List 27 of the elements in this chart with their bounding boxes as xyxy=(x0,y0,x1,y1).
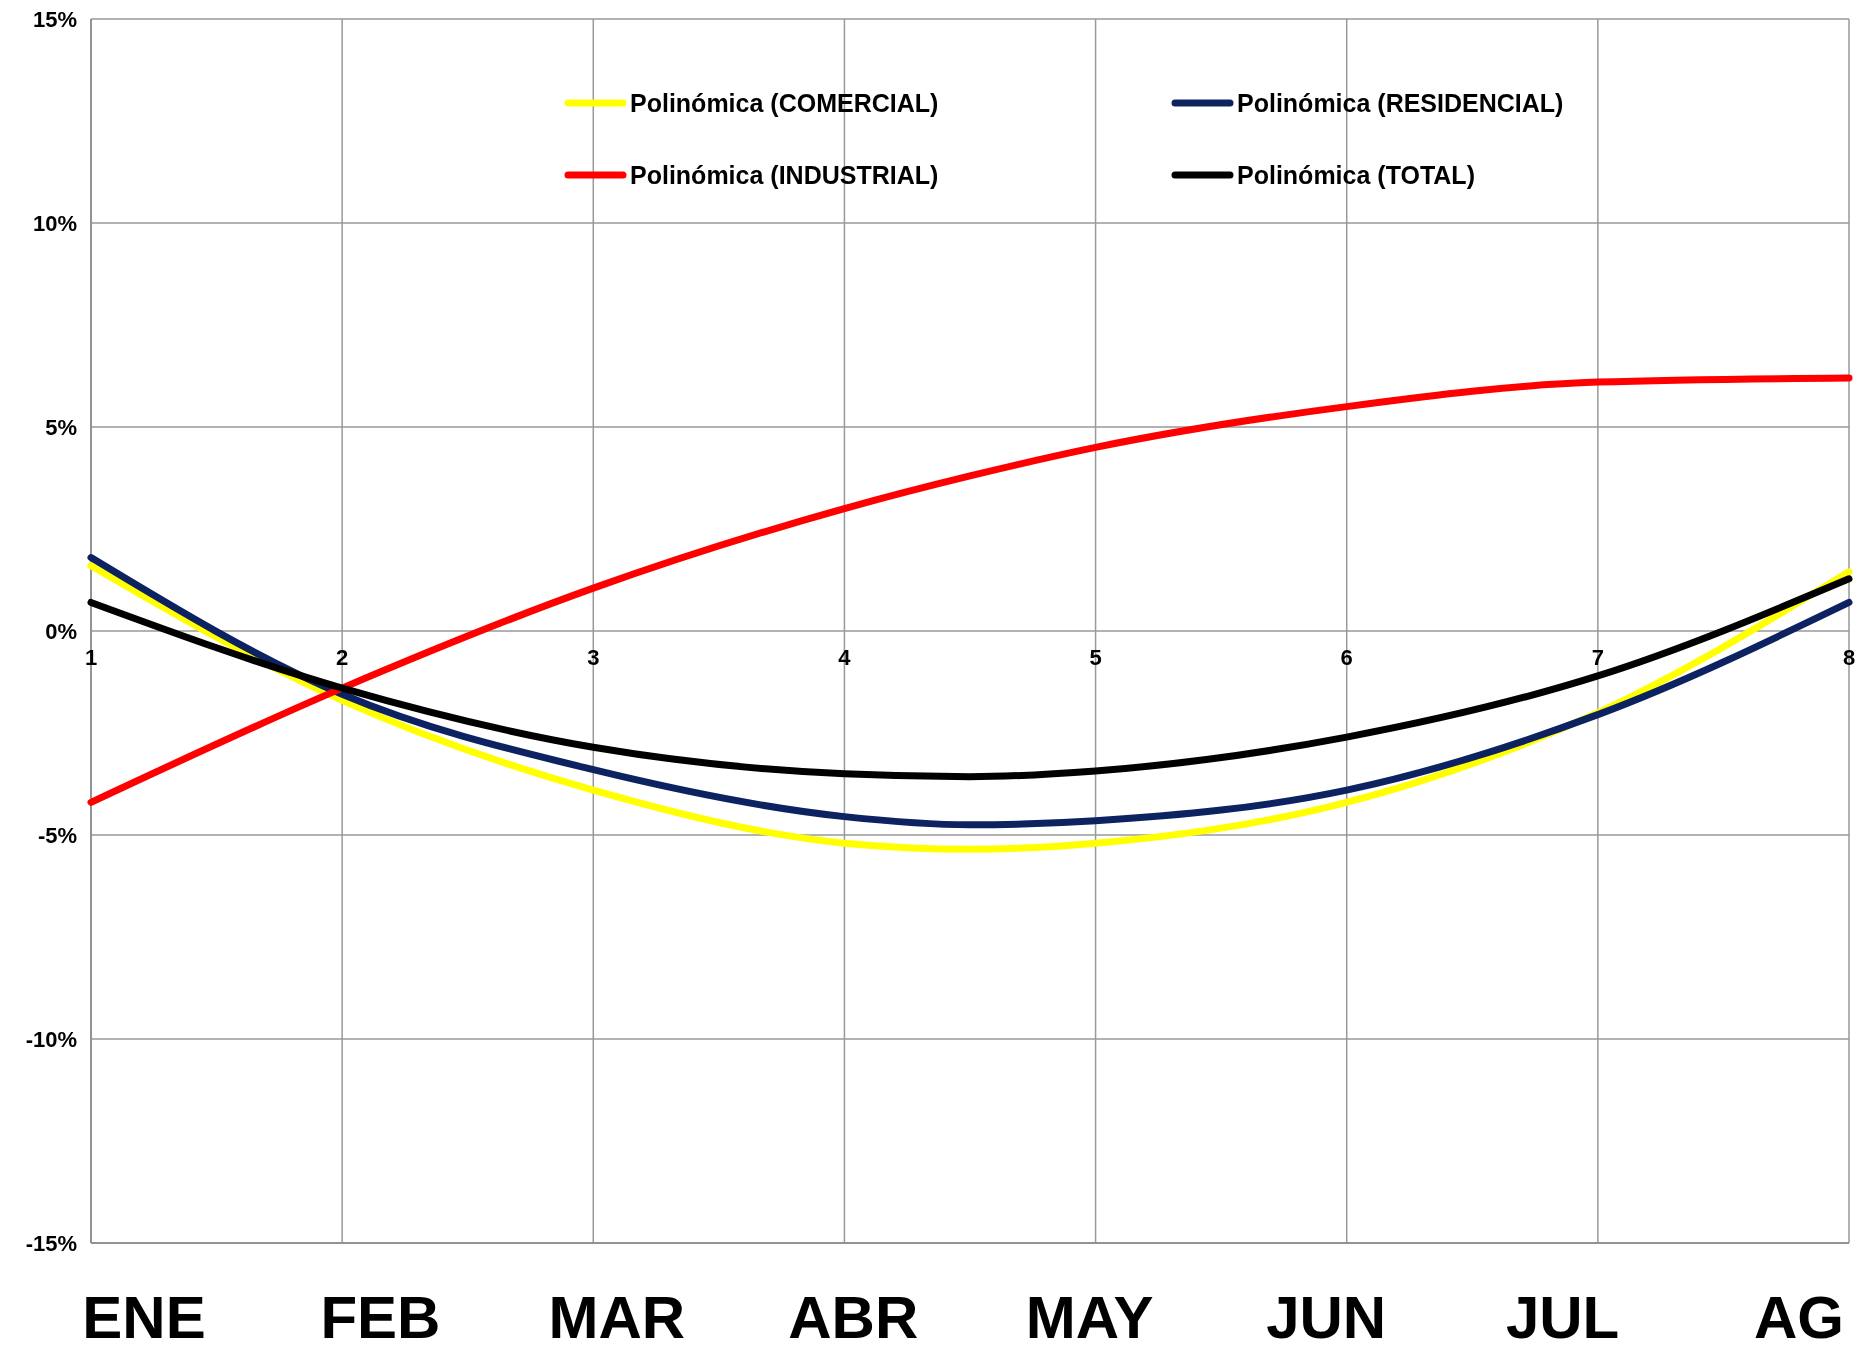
y-tick-label: -5% xyxy=(37,822,77,848)
y-tick-label: -15% xyxy=(25,1230,77,1256)
x-tick-label: 5 xyxy=(1089,645,1102,670)
x-tick-label: 4 xyxy=(838,645,852,670)
y-tick-label: 10% xyxy=(32,210,77,236)
text: AG xyxy=(1754,1284,1844,1351)
legend-label: Polinómica (COMERCIAL) xyxy=(630,88,939,117)
text: JUL xyxy=(1505,1284,1620,1351)
legend-label: Polinómica (TOTAL) xyxy=(1237,160,1475,189)
y-tick-label: 15% xyxy=(32,6,77,32)
text: FEB xyxy=(320,1284,441,1351)
x-tick-label: 8 xyxy=(1842,645,1856,670)
text: JUN xyxy=(1266,1284,1387,1351)
x-tick-label: 2 xyxy=(336,645,349,670)
text: MAR xyxy=(548,1284,686,1351)
y-tick-label: 0% xyxy=(45,618,77,644)
x-tick-label: 3 xyxy=(587,645,600,670)
text: ENE xyxy=(82,1284,206,1351)
x-tick-label: 6 xyxy=(1340,645,1353,670)
text: MAY xyxy=(1025,1284,1154,1351)
x-tick-label: 1 xyxy=(84,645,98,670)
y-tick-label: -10% xyxy=(25,1026,77,1052)
y-tick-label: 5% xyxy=(45,414,77,440)
legend-label: Polinómica (RESIDENCIAL) xyxy=(1237,88,1564,117)
x-tick-label: 7 xyxy=(1591,645,1604,670)
legend-label: Polinómica (INDUSTRIAL) xyxy=(630,160,939,189)
text: ABR xyxy=(788,1284,919,1351)
